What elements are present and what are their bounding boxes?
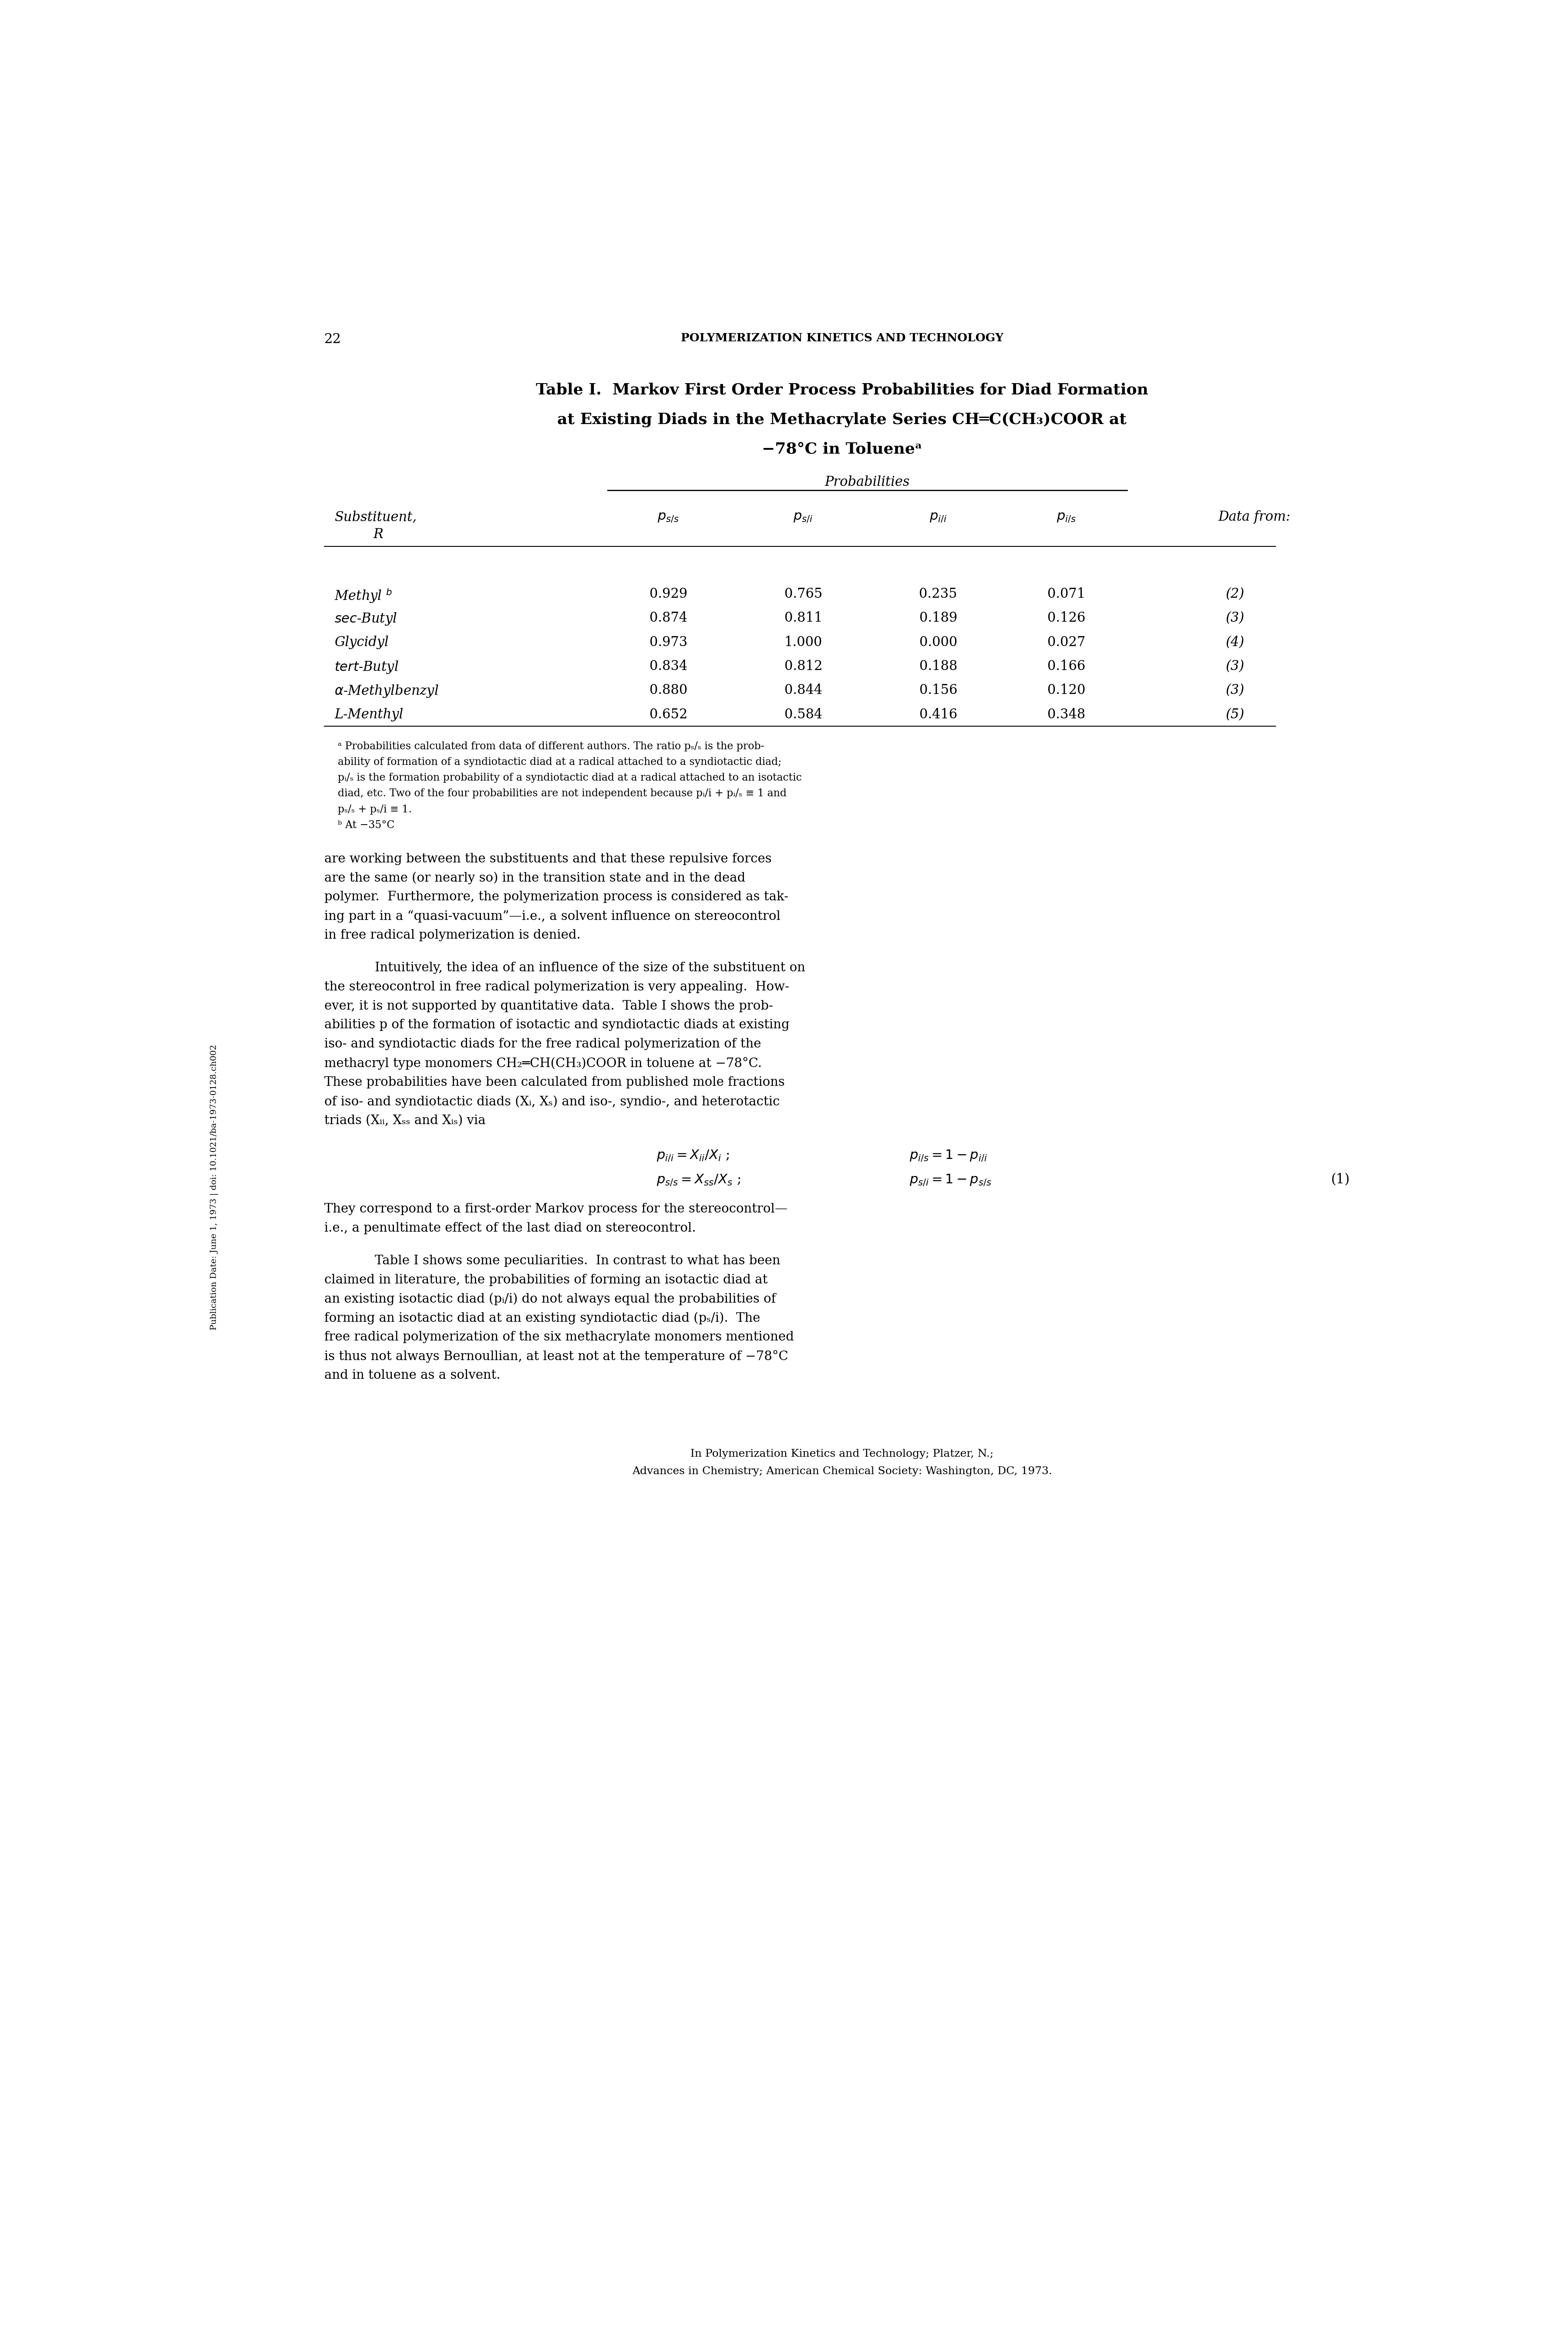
Text: 0.189: 0.189 xyxy=(919,611,956,625)
Text: pₛ/ₛ + pₛ/i ≡ 1.: pₛ/ₛ + pₛ/i ≡ 1. xyxy=(337,804,412,813)
Text: 0.120: 0.120 xyxy=(1047,684,1085,698)
Text: ing part in a “quasi-vacuum”—i.e., a solvent influence on stereocontrol: ing part in a “quasi-vacuum”—i.e., a sol… xyxy=(325,910,781,922)
Text: POLYMERIZATION KINETICS AND TECHNOLOGY: POLYMERIZATION KINETICS AND TECHNOLOGY xyxy=(681,331,1004,343)
Text: of iso- and syndiotactic diads (Xᵢ, Xₛ) and iso-, syndio-, and heterotactic: of iso- and syndiotactic diads (Xᵢ, Xₛ) … xyxy=(325,1096,779,1107)
Text: Methyl $^b$: Methyl $^b$ xyxy=(334,588,392,604)
Text: (2): (2) xyxy=(1226,588,1245,602)
Text: 0.071: 0.071 xyxy=(1047,588,1085,602)
Text: $p_{i/i} = X_{ii}/X_i$ ;: $p_{i/i} = X_{ii}/X_i$ ; xyxy=(657,1150,729,1164)
Text: They correspond to a first-order Markov process for the stereocontrol—: They correspond to a first-order Markov … xyxy=(325,1204,787,1215)
Text: (3): (3) xyxy=(1226,684,1245,698)
Text: diad, etc. Two of the four probabilities are not independent because pᵢ/i + pᵢ/ₛ: diad, etc. Two of the four probabilities… xyxy=(337,788,787,799)
Text: claimed in literature, the probabilities of forming an isotactic diad at: claimed in literature, the probabilities… xyxy=(325,1274,767,1286)
Text: (4): (4) xyxy=(1226,635,1245,649)
Text: (3): (3) xyxy=(1226,661,1245,672)
Text: 1.000: 1.000 xyxy=(784,635,822,649)
Text: ᵃ Probabilities calculated from data of different authors. The ratio pₛ/ₛ is the: ᵃ Probabilities calculated from data of … xyxy=(337,741,764,752)
Text: are working between the substituents and that these repulsive forces: are working between the substituents and… xyxy=(325,853,771,865)
Text: 0.156: 0.156 xyxy=(919,684,956,698)
Text: $sec$-Butyl: $sec$-Butyl xyxy=(334,611,397,628)
Text: In Polymerization Kinetics and Technology; Platzer, N.;: In Polymerization Kinetics and Technolog… xyxy=(690,1448,994,1458)
Text: Intuitively, the idea of an influence of the size of the substituent on: Intuitively, the idea of an influence of… xyxy=(375,962,806,973)
Text: 0.126: 0.126 xyxy=(1047,611,1085,625)
Text: abilities p of the formation of isotactic and syndiotactic diads at existing: abilities p of the formation of isotacti… xyxy=(325,1018,789,1032)
Text: 0.416: 0.416 xyxy=(919,708,956,722)
Text: 0.000: 0.000 xyxy=(919,635,956,649)
Text: an existing isotactic diad (pᵢ/i) do not always equal the probabilities of: an existing isotactic diad (pᵢ/i) do not… xyxy=(325,1293,776,1305)
Text: 0.188: 0.188 xyxy=(919,661,956,672)
Text: methacryl type monomers CH₂═CH(CH₃)COOR in toluene at −78°C.: methacryl type monomers CH₂═CH(CH₃)COOR … xyxy=(325,1058,762,1070)
Text: $tert$-Butyl: $tert$-Butyl xyxy=(334,661,398,675)
Text: ᵇ At −35°C: ᵇ At −35°C xyxy=(337,820,395,830)
Text: and in toluene as a solvent.: and in toluene as a solvent. xyxy=(325,1368,500,1382)
Text: R: R xyxy=(373,529,383,541)
Text: 0.880: 0.880 xyxy=(649,684,687,698)
Text: 0.811: 0.811 xyxy=(784,611,822,625)
Text: 0.874: 0.874 xyxy=(649,611,687,625)
Text: 0.348: 0.348 xyxy=(1047,708,1085,722)
Text: 0.929: 0.929 xyxy=(649,588,687,602)
Text: ability of formation of a syndiotactic diad at a radical attached to a syndiotac: ability of formation of a syndiotactic d… xyxy=(337,757,781,766)
Text: $p_{s/i}$: $p_{s/i}$ xyxy=(793,510,814,524)
Text: triads (Xᵢᵢ, Xₛₛ and Xᵢₛ) via: triads (Xᵢᵢ, Xₛₛ and Xᵢₛ) via xyxy=(325,1114,486,1126)
Text: pᵢ/ₛ is the formation probability of a syndiotactic diad at a radical attached t: pᵢ/ₛ is the formation probability of a s… xyxy=(337,773,801,783)
Text: Publication Date: June 1, 1973 | doi: 10.1021/ba-1973-0128.ch002: Publication Date: June 1, 1973 | doi: 10… xyxy=(210,1044,218,1331)
Text: 0.834: 0.834 xyxy=(649,661,687,672)
Text: forming an isotactic diad at an existing syndiotactic diad (pₛ/i).  The: forming an isotactic diad at an existing… xyxy=(325,1312,760,1324)
Text: polymer.  Furthermore, the polymerization process is considered as tak-: polymer. Furthermore, the polymerization… xyxy=(325,891,789,903)
Text: 0.027: 0.027 xyxy=(1047,635,1085,649)
Text: $p_{s/s}$: $p_{s/s}$ xyxy=(657,510,679,524)
Text: $p_{i/i}$: $p_{i/i}$ xyxy=(930,510,947,524)
Text: −78°C in Tolueneᵃ: −78°C in Tolueneᵃ xyxy=(762,442,922,456)
Text: (1): (1) xyxy=(1331,1173,1350,1187)
Text: Table I shows some peculiarities.  In contrast to what has been: Table I shows some peculiarities. In con… xyxy=(375,1255,781,1267)
Text: $p_{s/s} = X_{ss}/X_s$ ;: $p_{s/s} = X_{ss}/X_s$ ; xyxy=(657,1173,740,1187)
Text: at Existing Diads in the Methacrylate Series CH═C(CH₃)COOR at: at Existing Diads in the Methacrylate Se… xyxy=(557,411,1127,428)
Text: 0.812: 0.812 xyxy=(784,661,822,672)
Text: free radical polymerization of the six methacrylate monomers mentioned: free radical polymerization of the six m… xyxy=(325,1331,793,1342)
Text: in free radical polymerization is denied.: in free radical polymerization is denied… xyxy=(325,929,580,940)
Text: Data from:: Data from: xyxy=(1218,510,1290,524)
Text: 0.166: 0.166 xyxy=(1047,661,1085,672)
Text: 22: 22 xyxy=(325,331,342,346)
Text: 0.652: 0.652 xyxy=(649,708,687,722)
Text: $p_{s/i} = 1 - p_{s/s}$: $p_{s/i} = 1 - p_{s/s}$ xyxy=(909,1173,993,1187)
Text: Glycidyl: Glycidyl xyxy=(334,635,389,649)
Text: 0.973: 0.973 xyxy=(649,635,687,649)
Text: i.e., a penultimate effect of the last diad on stereocontrol.: i.e., a penultimate effect of the last d… xyxy=(325,1223,696,1234)
Text: These probabilities have been calculated from published mole fractions: These probabilities have been calculated… xyxy=(325,1077,784,1089)
Text: L-Menthyl: L-Menthyl xyxy=(334,708,403,722)
Text: is thus not always Bernoullian, at least not at the temperature of −78°C: is thus not always Bernoullian, at least… xyxy=(325,1349,789,1364)
Text: 0.765: 0.765 xyxy=(784,588,822,602)
Text: 0.584: 0.584 xyxy=(784,708,822,722)
Text: Substituent,: Substituent, xyxy=(334,510,417,524)
Text: Advances in Chemistry; American Chemical Society: Washington, DC, 1973.: Advances in Chemistry; American Chemical… xyxy=(632,1467,1052,1476)
Text: 0.235: 0.235 xyxy=(919,588,958,602)
Text: $\alpha$-Methylbenzyl: $\alpha$-Methylbenzyl xyxy=(334,684,439,698)
Text: 0.844: 0.844 xyxy=(784,684,822,698)
Text: Probabilities: Probabilities xyxy=(825,475,909,489)
Text: ever, it is not supported by quantitative data.  Table I shows the prob-: ever, it is not supported by quantitativ… xyxy=(325,999,773,1011)
Text: (5): (5) xyxy=(1226,708,1245,722)
Text: Table I.  Markov First Order Process Probabilities for Diad Formation: Table I. Markov First Order Process Prob… xyxy=(536,383,1148,397)
Text: (3): (3) xyxy=(1226,611,1245,625)
Text: iso- and syndiotactic diads for the free radical polymerization of the: iso- and syndiotactic diads for the free… xyxy=(325,1039,760,1051)
Text: the stereocontrol in free radical polymerization is very appealing.  How-: the stereocontrol in free radical polyme… xyxy=(325,980,789,992)
Text: $p_{i/s}$: $p_{i/s}$ xyxy=(1057,510,1076,524)
Text: are the same (or nearly so) in the transition state and in the dead: are the same (or nearly so) in the trans… xyxy=(325,872,745,884)
Text: $p_{i/s} = 1 - p_{i/i}$: $p_{i/s} = 1 - p_{i/i}$ xyxy=(909,1150,988,1164)
